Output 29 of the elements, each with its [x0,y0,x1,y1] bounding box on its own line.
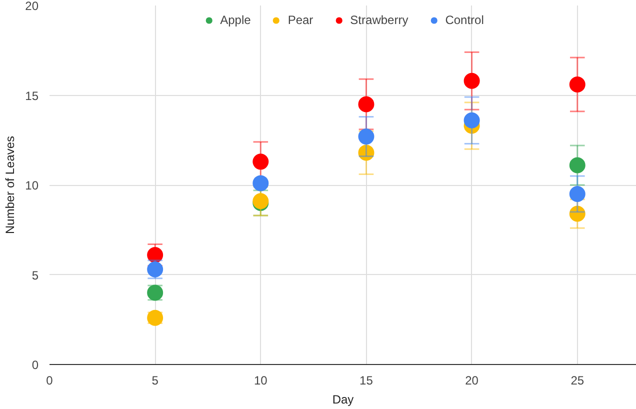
legend-label: Apple [220,13,251,27]
point [252,175,269,192]
point [464,72,480,89]
x-tick-label: 25 [570,374,584,388]
x-axis-title: Day [332,392,354,406]
point [358,128,374,145]
point [147,247,164,263]
x-tick-label: 15 [360,374,374,388]
y-tick-label: 15 [25,88,39,103]
point [569,206,586,222]
x-tick-label: 10 [254,374,268,388]
y-tick-label: 10 [25,178,39,192]
point [464,112,480,128]
y-axis-title: Number of Leaves [3,136,18,234]
legend-label: Strawberry [350,13,408,27]
point [252,154,269,170]
point [569,157,586,174]
point [358,144,374,161]
legend-label: Pear [288,13,314,27]
x-tick-label: 5 [152,374,159,388]
x-tick-label: 20 [465,374,479,388]
point [569,186,586,202]
point [569,76,586,92]
x-tick-label: 0 [46,374,54,388]
y-tick-label: 0 [32,358,39,372]
y-tick-label: 20 [25,0,39,13]
point [358,96,374,112]
legend-label: Control [445,13,484,27]
y-tick-label: 5 [32,268,39,282]
